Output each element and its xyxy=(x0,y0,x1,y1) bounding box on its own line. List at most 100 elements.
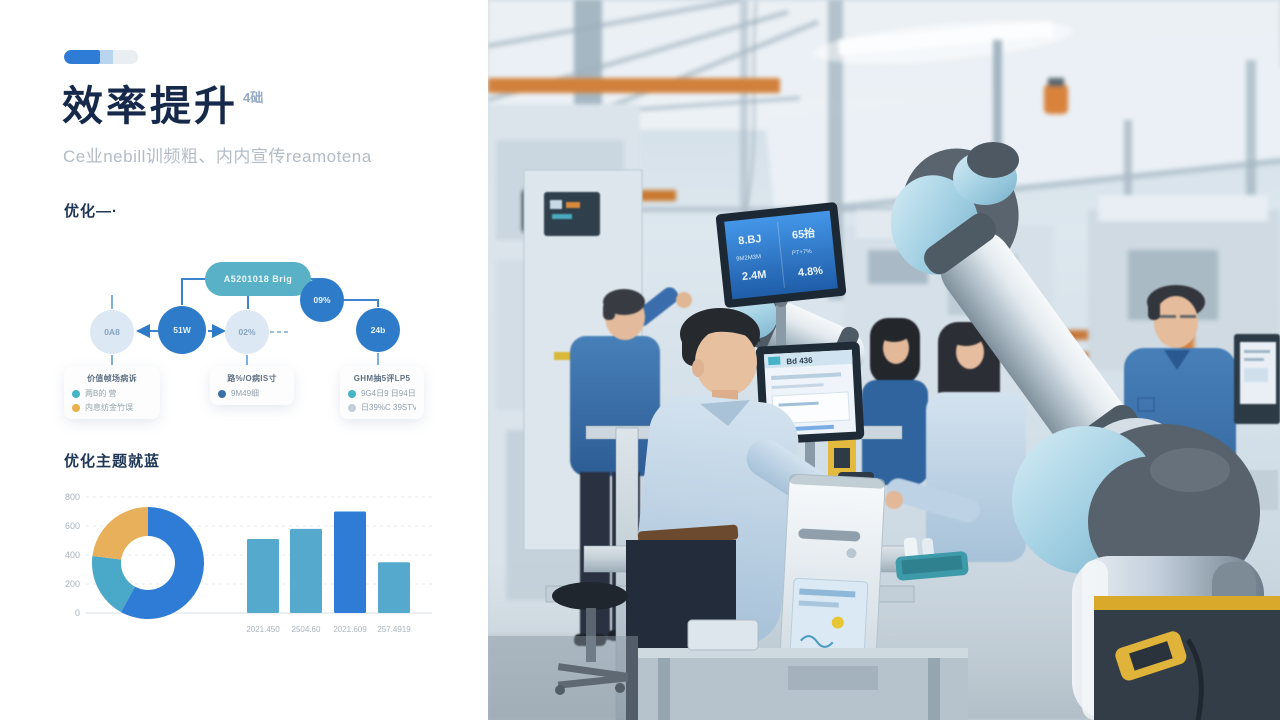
worker-woman-right xyxy=(885,322,1026,562)
legend-dot-teal xyxy=(348,389,356,398)
flowchart-diagram: A5201018 Brig 0A8 51W 02% 09% 24b xyxy=(90,262,400,365)
y-tick-label: 600 xyxy=(65,521,80,531)
foreground-equipment xyxy=(488,636,638,720)
accent-bar-segment-blue xyxy=(64,50,100,64)
x-tick-label: 257.4919 xyxy=(377,625,411,634)
light-fixture xyxy=(813,20,1073,64)
page-title-note: 4础 xyxy=(243,90,264,105)
legend-label: 内息纺金竹误 xyxy=(85,403,133,412)
flowchart-node-2-label: 51W xyxy=(173,325,191,335)
worker-head xyxy=(695,328,757,396)
legend-dot-blue xyxy=(218,389,226,398)
x-tick-label: 2021.450 xyxy=(246,625,280,634)
screen-stat: PT+7% xyxy=(792,249,813,257)
screen-stat: 9M2M3M xyxy=(736,254,762,263)
monitor-pole xyxy=(776,298,786,362)
flowchart-node-1-label: 0A8 xyxy=(104,327,120,337)
legend-dot-gray xyxy=(348,403,356,412)
y-tick-label: 800 xyxy=(65,492,80,502)
y-tick-label: 0 xyxy=(75,608,80,618)
arrow-right-icon xyxy=(212,324,226,338)
factory-photo: 8.BJ 9M2M3M 2.4M 65抬 PT+7% 4.8% xyxy=(488,0,1280,720)
x-tick-label: 2021.609 xyxy=(333,625,367,634)
screen-stat: 4.8% xyxy=(797,265,823,280)
section-heading-charts: 优化主题就蓝 xyxy=(64,453,161,470)
legend-item: 9G4日9 日94日5 xyxy=(348,388,416,399)
screen-stat: 65抬 xyxy=(791,225,816,241)
flowchart-node-3 xyxy=(225,310,269,354)
legend-label: 日39%C 39STV xyxy=(361,403,416,412)
safety-yellow-band xyxy=(1094,596,1280,610)
flowchart-root-label: A5201018 Brig xyxy=(224,274,293,284)
control-terminal xyxy=(778,473,886,695)
flowchart-connectors xyxy=(111,278,379,365)
y-tick-label: 200 xyxy=(65,579,80,589)
pipe xyxy=(488,207,968,212)
flowchart-node-3-label: 02% xyxy=(238,327,255,337)
worker-head xyxy=(1154,296,1198,348)
screen-stat: 2.4M xyxy=(741,269,767,283)
flow-card-3: GHM抽5评LP5 9G4日9 日94日5 日39%C 39STV xyxy=(340,366,424,419)
monitor-pole xyxy=(805,438,815,484)
legend-item: 9M49细 xyxy=(218,388,286,399)
y-tick-label: 400 xyxy=(65,550,80,560)
legend-item: 日39%C 39STV xyxy=(348,402,416,413)
signal-lamp xyxy=(1044,84,1068,114)
shirt-pocket xyxy=(1137,397,1155,412)
collar xyxy=(700,400,750,426)
flowchart-node-4-label: 09% xyxy=(313,295,330,305)
flowchart-node-4 xyxy=(300,278,344,322)
flow-card-2-title: 路%/O病IS寸 xyxy=(227,374,277,383)
collar xyxy=(1164,350,1190,370)
worker-ear xyxy=(692,359,704,377)
screen-stat: 8.BJ xyxy=(738,233,762,247)
flowchart-node-1 xyxy=(90,310,134,354)
worker-torso xyxy=(926,392,1026,562)
hanging-cable xyxy=(745,0,757,211)
factory-scene: 8.BJ 9M2M3M 2.4M 65抬 PT+7% 4.8% xyxy=(488,0,1280,720)
flowchart-node-5 xyxy=(356,308,400,352)
legend-label: 9G4日9 日94日5 xyxy=(361,389,416,398)
accent-progress-bar xyxy=(64,50,138,64)
flow-card-1: 价值帧场病诉 两B的 营 内息纺金竹误 xyxy=(64,366,160,419)
stool xyxy=(552,582,629,695)
charts-panel: 800 600 400 200 0 2021.450 2504.60 2021.609 257.… xyxy=(65,492,432,634)
legend-label: 9M49细 xyxy=(231,389,260,398)
page-subtitle: Ce业nebill训频粗、内内宣传reamotena xyxy=(63,147,372,166)
legend-item: 内息纺金竹误 xyxy=(72,402,152,413)
machine-bottom-right xyxy=(1094,596,1280,720)
monitor-right-edge xyxy=(1234,334,1280,424)
arrow-left-icon xyxy=(136,324,150,338)
support-column xyxy=(740,0,748,250)
worker-hand xyxy=(676,292,692,308)
page-title: 效率提升 4础 xyxy=(62,83,264,129)
flowchart-node-2 xyxy=(158,306,206,354)
worker-hand xyxy=(885,491,903,509)
terminal-button xyxy=(846,548,857,559)
legend-dot-orange xyxy=(72,403,80,412)
section-heading-flowchart: 优化—· xyxy=(64,203,118,220)
glasses-icon xyxy=(1156,315,1176,318)
page-title-text: 效率提升 xyxy=(62,83,238,129)
parts-tray xyxy=(895,537,969,581)
monitor-screen xyxy=(724,210,838,300)
worker-woman-center xyxy=(862,318,928,485)
legend-dot-teal xyxy=(72,389,80,398)
donut-slice xyxy=(92,507,148,560)
donut-slice xyxy=(91,555,135,613)
factory-foreground: 8.BJ 9M2M3M 2.4M 65抬 PT+7% 4.8% xyxy=(488,142,1280,720)
worker-arm xyxy=(886,478,980,523)
legend-label: 两B的 营 xyxy=(85,389,117,398)
conveyor-table xyxy=(638,619,968,720)
cable xyxy=(1185,638,1204,720)
terminal-slot xyxy=(798,528,861,542)
flowchart-node-5-label: 24b xyxy=(371,325,386,335)
dashboard-monitor: 8.BJ 9M2M3M 2.4M 65抬 PT+7% 4.8% xyxy=(715,202,847,362)
screen-header: Bd 436 xyxy=(786,356,813,366)
donut-slice xyxy=(121,507,205,619)
bar xyxy=(247,539,279,613)
flow-card-3-title: GHM抽5评LP5 xyxy=(353,374,411,383)
orange-beam xyxy=(488,78,780,93)
flow-card-1-title: 价值帧场病诉 xyxy=(87,374,137,383)
